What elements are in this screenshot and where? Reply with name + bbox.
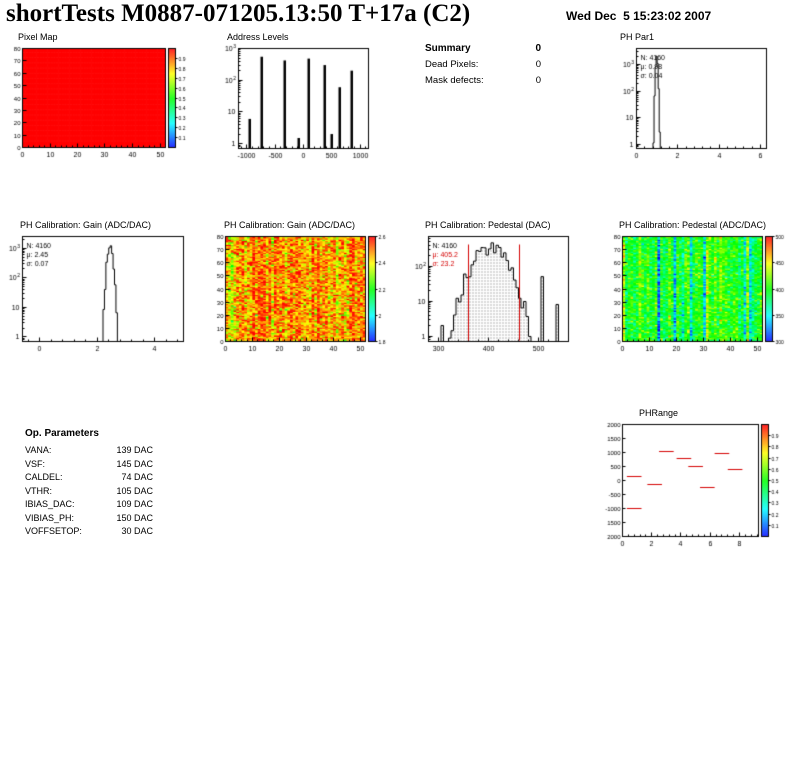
op-param-label: VSF: (25, 458, 46, 469)
op-param-value: 145 DAC (116, 458, 153, 469)
chart-title-pedestal-1d: PH Calibration: Pedestal (DAC) (425, 220, 551, 230)
summary-row-label: Dead Pixels: (425, 59, 479, 70)
op-param-row-vsf: VSF: 145 DAC (25, 459, 153, 473)
op-param-label: VOFFSETOP: (25, 526, 82, 536)
page-title: shortTests M0887-071205.13:50 T+17a (C2) (6, 0, 471, 27)
chart-title-address-levels: Address Levels (227, 32, 289, 42)
chart-title-gain-2d: PH Calibration: Gain (ADC/DAC) (224, 220, 356, 230)
op-parameters-block: Op. Parameters VANA: 139 DAC VSF: 145 DA… (25, 428, 153, 540)
op-param-row-vana: VANA: 139 DAC (25, 445, 153, 459)
op-param-value: 105 DAC (116, 485, 153, 496)
op-param-label: CALDEL: (25, 472, 63, 482)
op-param-label: IBIAS_DAC: (25, 499, 75, 509)
chart-title-ph-range: PHRange (639, 408, 679, 418)
op-param-value: 150 DAC (116, 512, 153, 523)
op-parameters-title: Op. Parameters (25, 428, 99, 439)
chart-title-pedestal-2d: PH Calibration: Pedestal (ADC/DAC) (619, 220, 767, 230)
summary-row-value: 0 (535, 75, 541, 86)
op-param-label: VIBIAS_PH: (25, 512, 75, 523)
summary-value: 0 (535, 43, 541, 54)
chart-title-ph-par1: PH Par1 (620, 32, 655, 42)
op-param-value: 139 DAC (116, 445, 153, 455)
op-param-row-vthr: VTHR: 105 DAC (25, 486, 153, 500)
op-param-value: 74 DAC (121, 472, 153, 482)
op-param-value: 109 DAC (116, 499, 153, 509)
op-param-label: VANA: (25, 445, 52, 455)
op-param-row-vibias-ph: VIBIAS_PH: 150 DAC (25, 513, 153, 527)
op-param-row-voffsetop: VOFFSETOP: 30 DAC (25, 526, 153, 540)
op-param-label: VTHR: (25, 485, 52, 496)
summary-row-label: Mask defects: (425, 75, 484, 86)
summary-row-value: 0 (535, 59, 541, 70)
op-param-value: 30 DAC (121, 526, 153, 536)
timestamp: Wed Dec 5 15:23:02 2007 (566, 9, 712, 23)
summary-block: Summary 0 Dead Pixels: 0 Mask defects: 0 (425, 43, 541, 91)
chart-title-gain-1d: PH Calibration: Gain (ADC/DAC) (20, 220, 152, 230)
chart-title-pixel-map: Pixel Map (18, 32, 58, 42)
summary-title: Summary (425, 43, 471, 54)
op-param-row-caldel: CALDEL: 74 DAC (25, 472, 153, 486)
summary-row-mask-defects: Mask defects: 0 (425, 75, 541, 86)
op-param-row-ibias-dac: IBIAS_DAC: 109 DAC (25, 499, 153, 513)
summary-row-dead-pixels: Dead Pixels: 0 (425, 59, 541, 70)
summary-header-row: Summary 0 (425, 43, 541, 54)
